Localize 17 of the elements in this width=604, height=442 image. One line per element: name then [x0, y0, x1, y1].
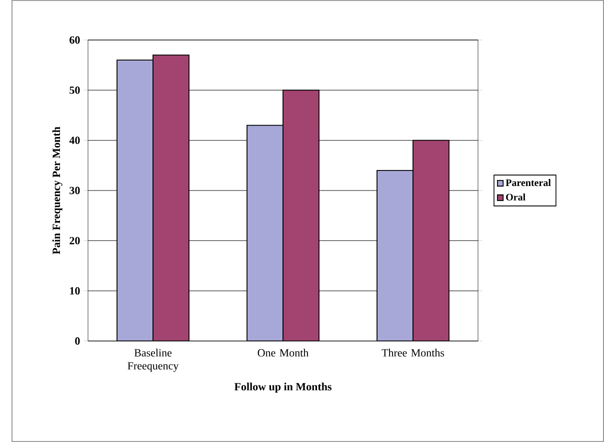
y-tick-label: 10	[70, 287, 80, 295]
x-tick-label: Three Months	[382, 348, 444, 357]
legend-label: Oral	[506, 193, 526, 201]
bar	[282, 90, 320, 341]
y-tick-label: 30	[70, 186, 80, 194]
y-tick-label: 60	[70, 36, 80, 44]
y-tick-label: 0	[75, 337, 80, 345]
legend-label: Parenteral	[506, 179, 551, 186]
bar	[152, 54, 190, 341]
x-axis-title: Follow up in Months	[234, 382, 332, 393]
x-tick-label: Baseline Freequency	[128, 348, 179, 372]
y-axis-title: Pain Frequency Per Month	[52, 126, 62, 254]
y-tick-label: 50	[70, 86, 80, 94]
x-tick-label: One Month	[258, 348, 309, 357]
y-tick-label: 20	[70, 236, 80, 244]
bar	[412, 140, 450, 341]
y-tick-label: 40	[69, 136, 80, 144]
